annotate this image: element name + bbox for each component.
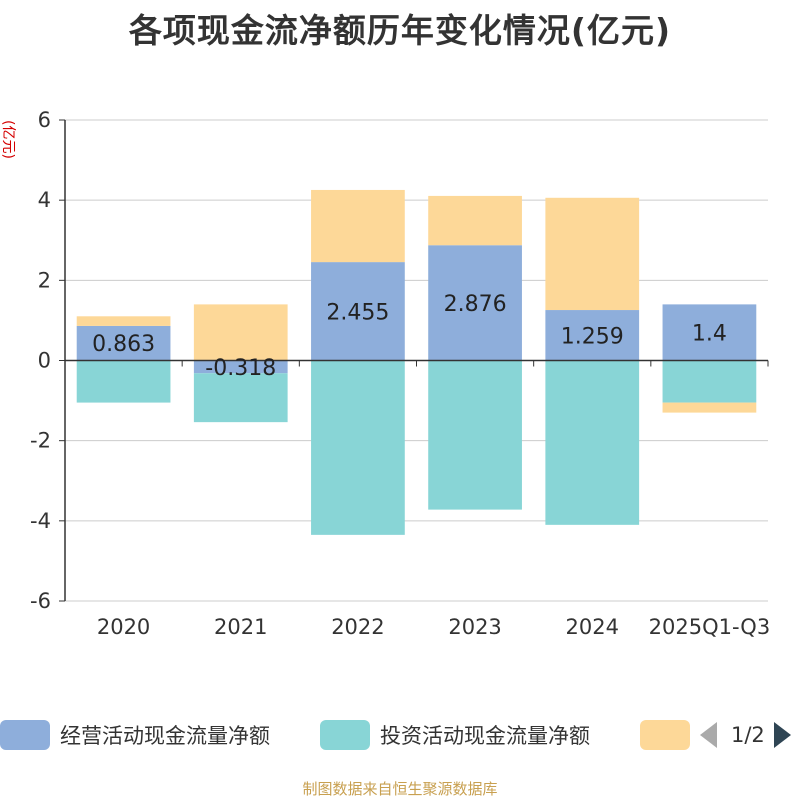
legend: 经营活动现金流量净额 投资活动现金流量净额 1/2 bbox=[0, 718, 800, 752]
y-axis-label: (亿元) bbox=[0, 120, 16, 159]
legend-item-investing[interactable]: 投资活动现金流量净额 bbox=[320, 718, 590, 752]
chart-title: 各项现金流净额历年变化情况(亿元) bbox=[128, 11, 672, 50]
bar-series-1 bbox=[662, 360, 757, 403]
legend-item-third[interactable] bbox=[640, 718, 690, 752]
y-tick-label: 0 bbox=[38, 349, 51, 373]
y-tick-label: 4 bbox=[38, 188, 51, 212]
axes: 6 4 2 0 -2 -4 -6 2020 2021 2022 2023 2024 2025Q1-Q3 bbox=[30, 108, 770, 639]
data-label: 1.259 bbox=[561, 324, 624, 349]
data-label: 0.863 bbox=[92, 332, 155, 357]
y-tick-label: 2 bbox=[38, 268, 51, 292]
bar-series-2 bbox=[428, 195, 522, 246]
x-tick-label: 2025Q1-Q3 bbox=[649, 615, 771, 639]
data-label: 2.876 bbox=[444, 292, 507, 317]
legend-label-operating: 经营活动现金流量净额 bbox=[60, 724, 270, 748]
y-tick-label: 6 bbox=[38, 108, 51, 132]
bar-series-0 bbox=[662, 304, 757, 361]
bar-series-2 bbox=[311, 189, 405, 263]
x-tick-label: 2022 bbox=[331, 615, 384, 639]
bar-series-2 bbox=[545, 197, 640, 311]
legend-swatch-third bbox=[640, 720, 690, 750]
bar-series-0 bbox=[428, 245, 522, 361]
bar-series-2 bbox=[193, 304, 288, 361]
x-tick-label: 2020 bbox=[97, 615, 150, 639]
data-label: -0.318 bbox=[205, 356, 276, 381]
bar-series-1 bbox=[428, 360, 522, 510]
y-tick-label: -2 bbox=[30, 429, 51, 453]
legend-item-operating[interactable]: 经营活动现金流量净额 bbox=[0, 718, 270, 752]
data-label: 2.455 bbox=[326, 300, 389, 325]
cash-flow-chart: (亿元) 6 4 2 0 -2 -4 -6 2020 2021 2022 2023 2024 2025Q… bbox=[0, 108, 770, 639]
bar-series-0 bbox=[545, 310, 640, 361]
legend-pager: 1/2 bbox=[700, 718, 791, 752]
bar-series-0 bbox=[311, 262, 405, 361]
bar-series-0 bbox=[193, 360, 288, 374]
y-tick-label: -6 bbox=[30, 589, 51, 613]
legend-swatch-investing bbox=[320, 720, 370, 750]
bar-series-2 bbox=[662, 402, 757, 413]
legend-page-indicator: 1/2 bbox=[731, 723, 765, 747]
legend-next-icon[interactable] bbox=[773, 722, 791, 748]
data-label: 1.4 bbox=[692, 321, 727, 346]
legend-label-investing: 投资活动现金流量净额 bbox=[380, 724, 590, 748]
bar-series-2 bbox=[76, 316, 171, 326]
bar-series-1 bbox=[193, 373, 288, 423]
bar-series-0 bbox=[76, 325, 171, 361]
source-note: 制图数据来自恒生聚源数据库 bbox=[302, 780, 498, 798]
x-tick-label: 2024 bbox=[566, 615, 619, 639]
bar-series-1 bbox=[545, 360, 640, 525]
legend-swatch-operating bbox=[0, 720, 50, 750]
data-labels: 0.863 -0.318 2.455 2.876 1.259 1.4 bbox=[92, 292, 727, 381]
y-tick-label: -4 bbox=[30, 509, 51, 533]
x-tick-label: 2023 bbox=[448, 615, 501, 639]
bars bbox=[76, 189, 757, 535]
legend-prev-icon[interactable] bbox=[700, 722, 717, 748]
bar-series-1 bbox=[76, 360, 171, 403]
x-tick-label: 2021 bbox=[214, 615, 267, 639]
bar-series-1 bbox=[311, 360, 405, 535]
